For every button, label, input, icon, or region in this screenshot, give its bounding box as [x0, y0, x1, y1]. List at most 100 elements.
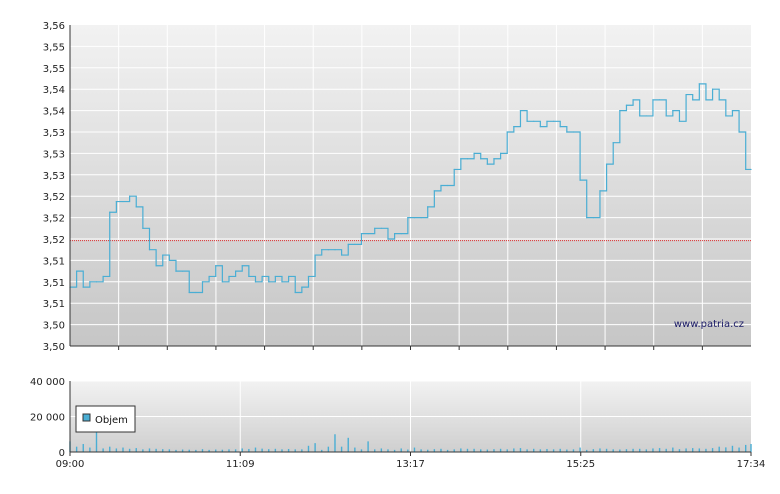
price-point — [612, 142, 614, 144]
volume-bar — [725, 447, 727, 452]
price-point — [692, 99, 694, 101]
volume-bar — [453, 449, 455, 452]
price-series — [69, 83, 752, 294]
volume-x-tick-label: 09:00 — [56, 459, 85, 470]
price-point — [334, 249, 336, 251]
volume-bar — [625, 449, 628, 452]
volume-x-tick-label: 15:25 — [566, 459, 595, 470]
price-point — [427, 206, 429, 208]
price-point — [453, 168, 455, 171]
price-point — [506, 131, 508, 133]
volume-y-tick-label: 0 — [59, 448, 65, 459]
volume-bar — [221, 449, 224, 452]
volume-bar — [480, 449, 482, 452]
volume-bar — [188, 449, 190, 452]
legend-entry-objem: Objem — [95, 415, 128, 426]
price-point — [420, 217, 422, 219]
volume-bar — [639, 448, 641, 452]
volume-y-tick-label: 20 000 — [30, 413, 65, 424]
price-point — [327, 249, 329, 251]
price-point — [221, 281, 223, 283]
price-point — [705, 99, 707, 101]
volume-bar — [586, 449, 588, 452]
volume-bar — [168, 449, 171, 452]
price-y-tick-label: 3,51 — [43, 299, 65, 310]
volume-bar — [228, 449, 230, 452]
volume-bar — [109, 446, 111, 452]
price-y-tick-label: 3,53 — [43, 171, 65, 182]
volume-bar — [711, 448, 714, 452]
volume-bar — [407, 449, 409, 452]
volume-bar — [208, 449, 210, 452]
volume-bar — [274, 448, 277, 452]
volume-bar — [698, 448, 701, 452]
volume-bar — [685, 448, 687, 452]
price-point — [115, 200, 117, 203]
volume-bar — [413, 447, 416, 452]
volume-bar — [533, 448, 535, 452]
price-point — [367, 233, 369, 235]
price-y-tick-label: 3,55 — [43, 42, 65, 53]
price-point — [519, 110, 522, 112]
price-point — [698, 83, 700, 85]
price-point — [82, 286, 84, 288]
price-point — [592, 217, 594, 219]
volume-bar — [665, 448, 667, 452]
volume-bar — [446, 449, 449, 452]
price-point — [658, 99, 661, 101]
price-point — [526, 120, 528, 122]
price-point — [162, 254, 164, 256]
price-point — [307, 275, 310, 278]
price-point — [572, 131, 575, 133]
price-point — [499, 152, 502, 154]
price-y-tick-label: 3,50 — [43, 321, 65, 332]
price-point — [341, 254, 343, 256]
volume-bar — [546, 448, 548, 452]
price-point — [473, 152, 475, 154]
volume-bar — [612, 449, 614, 452]
volume-bar — [380, 448, 383, 452]
price-point — [718, 99, 720, 101]
volume-bar — [175, 449, 177, 452]
volume-bar — [572, 449, 575, 452]
volume-bar — [215, 449, 217, 452]
volume-bar — [718, 446, 720, 452]
price-point — [387, 238, 389, 240]
price-point — [76, 270, 78, 272]
price-point — [552, 120, 555, 122]
price-point — [201, 281, 204, 283]
volume-bar — [393, 449, 396, 452]
volume-bar — [89, 447, 91, 452]
volume-bar — [466, 448, 469, 452]
price-point — [605, 163, 608, 165]
price-point — [513, 126, 515, 128]
price-point — [188, 291, 190, 294]
price-point — [274, 275, 276, 278]
price-point — [394, 233, 396, 235]
price-point — [546, 120, 548, 122]
price-point — [374, 227, 376, 229]
price-point — [413, 217, 416, 219]
price-point — [440, 184, 442, 187]
volume-bar — [347, 437, 349, 452]
price-y-tick-label: 3,52 — [43, 235, 65, 246]
volume-bar — [102, 448, 104, 452]
volume-bar — [705, 448, 707, 452]
price-point — [155, 265, 157, 267]
price-point — [294, 291, 296, 294]
price-point — [446, 184, 449, 187]
price-point — [539, 126, 541, 128]
price-y-tick-label: 3,51 — [43, 278, 65, 289]
volume-bar — [552, 449, 555, 452]
volume-bar — [731, 445, 734, 452]
volume-grid — [70, 380, 751, 452]
price-point — [215, 265, 217, 267]
volume-bar — [692, 448, 694, 452]
volume-bar — [241, 448, 243, 452]
volume-x-tick-label: 17:34 — [737, 459, 766, 470]
volume-bar — [519, 448, 522, 452]
volume-bar — [360, 449, 363, 452]
volume-bars — [69, 430, 752, 452]
price-point — [288, 275, 290, 278]
volume-bar — [513, 448, 515, 452]
